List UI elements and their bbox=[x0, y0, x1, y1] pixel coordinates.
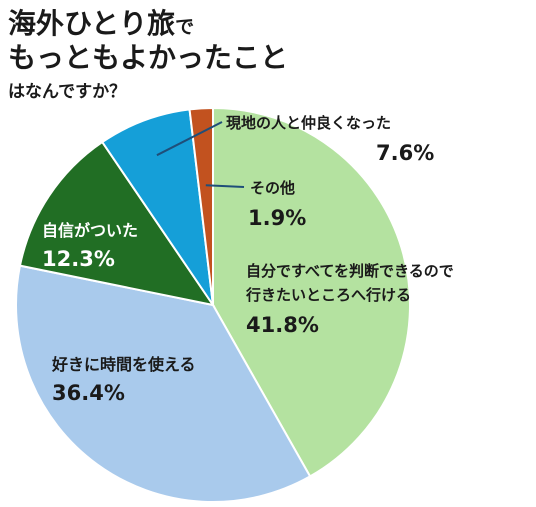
pie-slice-locals bbox=[100, 108, 214, 306]
title-line3: はなんですか？ bbox=[8, 82, 127, 102]
slice-label-confidence: 自信がついた bbox=[42, 221, 138, 240]
slice-value-locals: 7.6% bbox=[376, 141, 434, 165]
slice-label-self-judgement: 自分ですべてを判断できるので行きたいところへ行ける bbox=[245, 262, 454, 304]
title-line1-main: 海外ひとり旅 bbox=[8, 7, 176, 40]
leader-line-locals bbox=[156, 121, 223, 157]
title-line1-tail: で bbox=[175, 16, 195, 38]
pie-slice-confidence bbox=[18, 140, 216, 307]
pie-slice-free-time bbox=[15, 264, 312, 503]
slice-value-free-time: 36.4% bbox=[52, 381, 125, 405]
pie-slice-self-judgement bbox=[212, 106, 412, 478]
title-line2: もっともよかったこと bbox=[8, 41, 289, 74]
slice-value-self-judgement: 41.8% bbox=[246, 313, 319, 337]
leader-line-other bbox=[205, 184, 245, 188]
slice-label-locals: 現地の人と仲良くなった bbox=[226, 114, 391, 132]
slice-value-other: 1.9% bbox=[248, 206, 306, 230]
slice-label-free-time: 好きに時間を使える bbox=[51, 355, 196, 374]
slice-value-confidence: 12.3% bbox=[42, 247, 115, 271]
pie-slice-other bbox=[188, 106, 214, 306]
slice-label-other: その他 bbox=[250, 179, 295, 197]
